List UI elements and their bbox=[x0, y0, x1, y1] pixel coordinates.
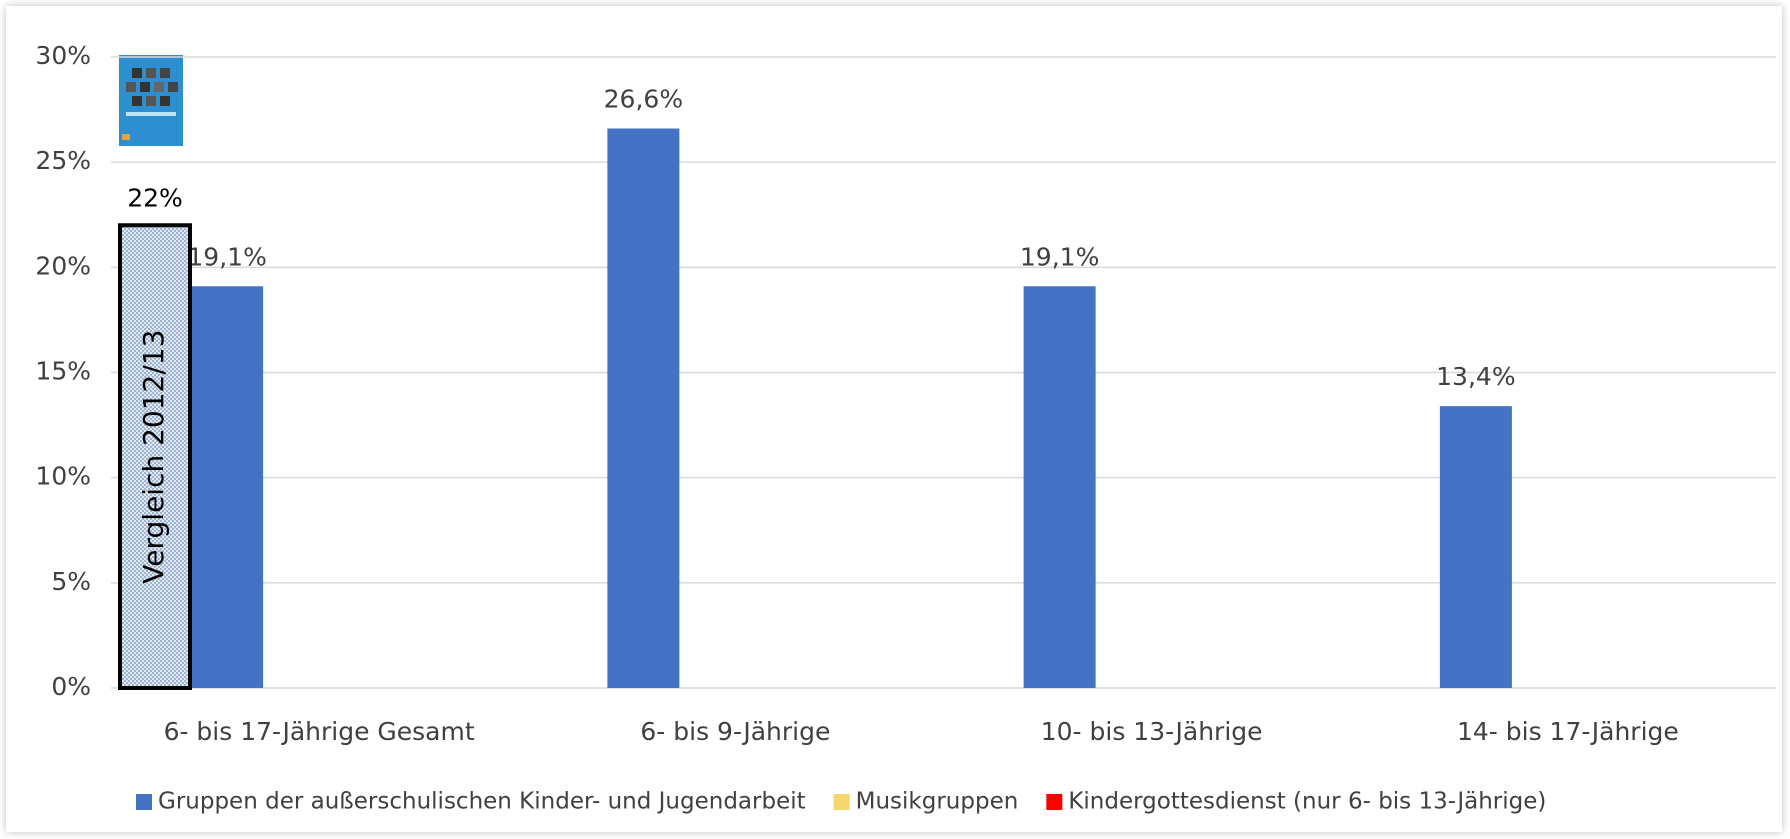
comparison-value: 22% bbox=[127, 183, 183, 212]
bar bbox=[191, 286, 263, 688]
bar bbox=[607, 129, 679, 688]
bar bbox=[1024, 286, 1096, 688]
data-label: 19,1% bbox=[187, 242, 266, 271]
y-tick-label: 10% bbox=[35, 462, 91, 491]
x-tick-label: 6- bis 9-Jährige bbox=[640, 717, 830, 746]
comparison-label: Vergleich 2012/13 bbox=[137, 330, 170, 584]
y-tick-label: 5% bbox=[51, 567, 91, 596]
book-icon bbox=[119, 55, 183, 146]
legend-swatch bbox=[136, 794, 152, 810]
legend-swatch bbox=[834, 794, 850, 810]
x-tick-label: 6- bis 17-Jährige Gesamt bbox=[164, 717, 475, 746]
data-label: 13,4% bbox=[1436, 362, 1515, 391]
chart-card: 0% 5% 10% 15% 20% 25% 30% 6- bis 17-Jährige Ges… bbox=[6, 6, 1782, 832]
bar bbox=[1440, 406, 1512, 688]
legend: Gruppen der außerschulischen Kinder- und… bbox=[136, 789, 1546, 815]
y-tick-label: 25% bbox=[35, 146, 91, 175]
y-tick-label: 20% bbox=[35, 251, 91, 280]
chart: 0% 5% 10% 15% 20% 25% 30% 6- bis 17-Jährige Ges… bbox=[6, 6, 1782, 832]
y-tick-label: 0% bbox=[51, 672, 91, 701]
x-tick-label: 10- bis 13-Jährige bbox=[1041, 717, 1263, 746]
x-tick-label: 14- bis 17-Jährige bbox=[1457, 717, 1679, 746]
legend-label: Musikgruppen bbox=[856, 789, 1019, 815]
data-label: 26,6% bbox=[604, 85, 683, 114]
legend-label: Kindergottesdienst (nur 6- bis 13-Jährig… bbox=[1068, 789, 1546, 815]
legend-swatch bbox=[1046, 794, 1062, 810]
data-label: 19,1% bbox=[1020, 242, 1099, 271]
y-tick-label: 15% bbox=[35, 357, 91, 386]
legend-label: Gruppen der außerschulischen Kinder- und… bbox=[158, 789, 806, 815]
y-tick-label: 30% bbox=[35, 41, 91, 70]
